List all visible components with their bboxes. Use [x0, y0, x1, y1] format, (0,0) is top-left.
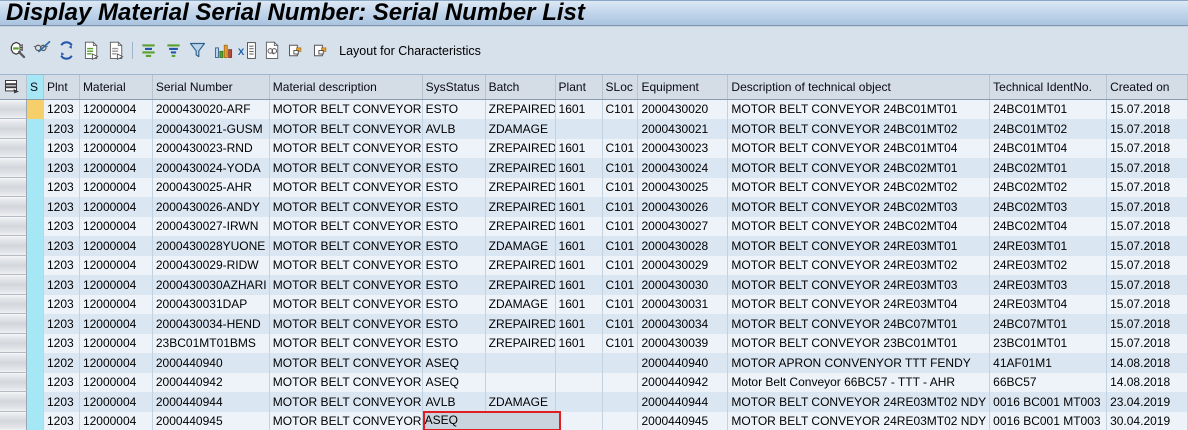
svg-text:X: X [238, 47, 245, 58]
